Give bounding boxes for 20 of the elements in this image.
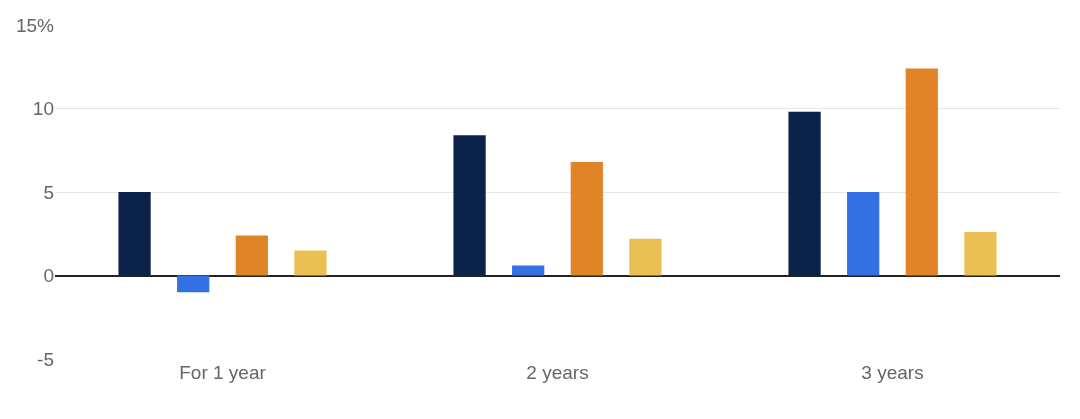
bar [453,135,486,276]
bar [964,232,997,276]
bar [235,235,268,276]
bar [512,265,545,276]
bar [629,238,662,276]
bar [847,192,880,276]
y-tick-label: 15% [15,14,55,36]
bar [177,275,210,293]
x-tick-label: For 1 year [179,362,267,383]
bar [788,111,821,276]
y-tick-label: -5 [37,348,54,370]
bar [905,68,938,276]
y-tick-label: 10 [32,98,54,120]
y-tick-label: 0 [43,265,54,287]
bar [118,192,151,276]
x-tick-label: 2 years [526,362,589,383]
bar [570,161,603,276]
bar [294,250,327,276]
y-tick-label: 5 [43,181,54,203]
x-tick-label: 3 years [861,362,924,383]
